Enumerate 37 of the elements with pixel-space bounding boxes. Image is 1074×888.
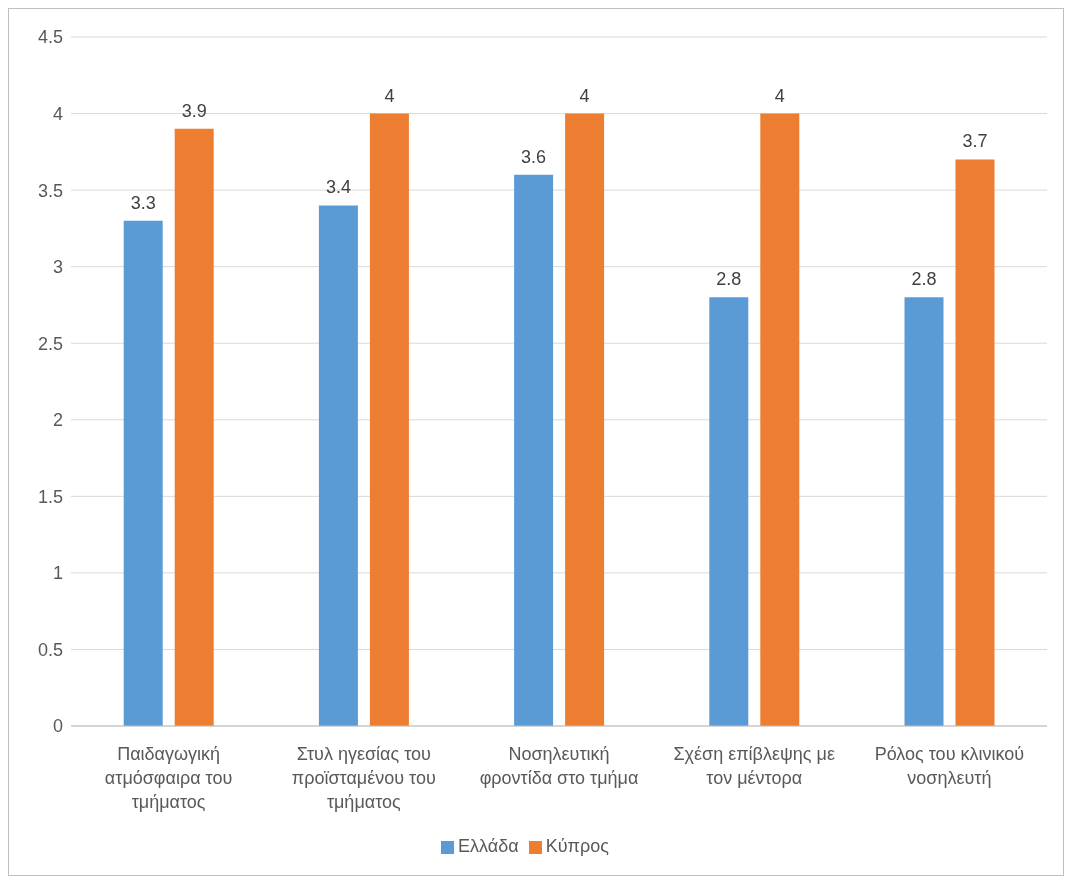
y-tick-label: 2.5	[37, 333, 63, 354]
y-tick-label: 1	[52, 563, 63, 584]
data-label: 4	[579, 85, 590, 106]
x-tick-label: Παιδαγωγική ατμόσφαιρα του τμήματος	[104, 744, 233, 812]
y-tick-label: 0.5	[37, 639, 63, 660]
x-tick-label: Νοσηλευτική φροντίδα στο τμήμα	[479, 744, 639, 788]
bar	[709, 297, 749, 726]
x-tick-label: Σχέση επίβλεψης με τον μέντορα	[673, 744, 835, 788]
data-label: 2.8	[911, 269, 937, 290]
bar	[318, 205, 358, 726]
x-tick-label: Στυλ ηγεσίας του προϊσταμένου του τμήματος	[291, 744, 436, 812]
bar	[123, 220, 163, 726]
data-label: 4	[774, 85, 785, 106]
data-label: 2.8	[716, 269, 742, 290]
bar	[760, 113, 800, 726]
data-label: 3.7	[962, 131, 988, 152]
x-tick-label: Ρόλος του κλινικού νοσηλευτή	[874, 744, 1025, 788]
y-tick-label: 2	[52, 410, 63, 431]
y-tick-label: 0	[52, 716, 63, 737]
data-label: 4	[384, 85, 395, 106]
bar	[565, 113, 605, 726]
legend-label: Κύπρος	[545, 836, 609, 856]
bar	[904, 297, 944, 726]
y-tick-label: 1.5	[37, 486, 63, 507]
bar	[955, 159, 995, 726]
bar	[174, 128, 214, 726]
y-tick-label: 3.5	[37, 180, 63, 201]
bar	[514, 174, 554, 726]
y-tick-label: 4.5	[37, 27, 63, 48]
data-label: 3.3	[130, 192, 156, 213]
y-tick-label: 4	[52, 103, 63, 124]
bar	[369, 113, 409, 726]
y-tick-label: 3	[52, 257, 63, 278]
legend-label: Ελλάδα	[458, 836, 519, 856]
data-label: 3.4	[325, 177, 351, 198]
data-label: 3.6	[521, 146, 547, 167]
data-label: 3.9	[181, 100, 207, 121]
